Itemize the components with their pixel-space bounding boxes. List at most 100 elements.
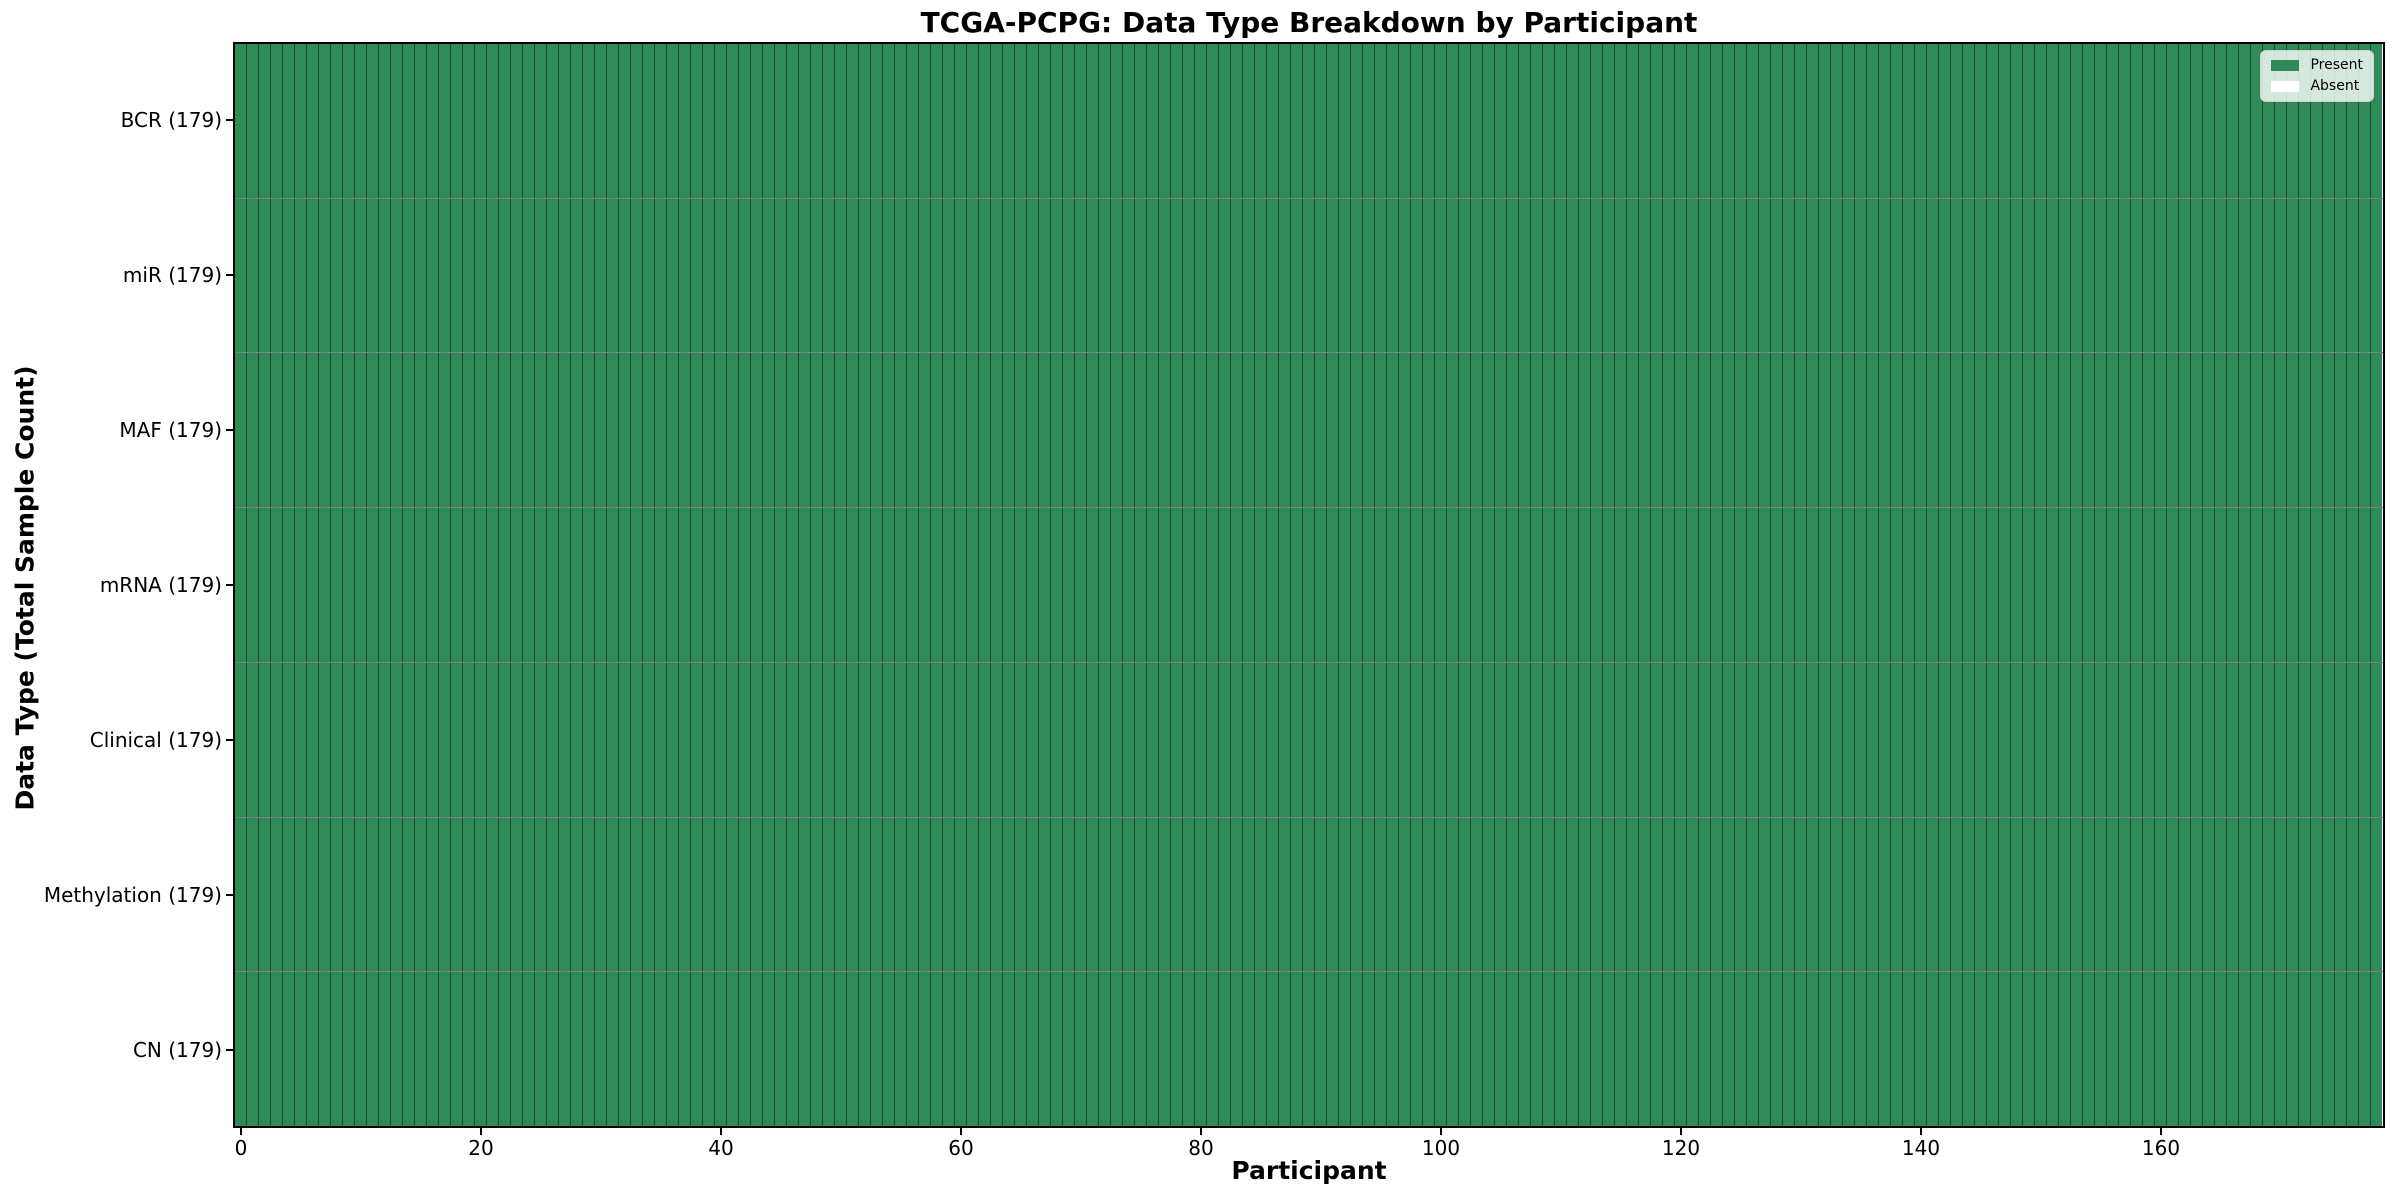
heatmap-cell [1495,662,1507,817]
heatmap-cell [1471,662,1483,817]
heatmap-cell [307,972,319,1127]
heatmap-cell [787,44,799,198]
heatmap-cell [1099,198,1111,353]
heatmap-cell [1339,662,1351,817]
heatmap-cell [2215,353,2227,508]
heatmap-cell [1183,44,1195,198]
heatmap-cell [2191,817,2203,972]
heatmap-cell [1087,662,1099,817]
heatmap-cell [1135,44,1147,198]
heatmap-cell [2107,198,2119,353]
heatmap-cell [2251,198,2263,353]
heatmap-cell [907,198,919,353]
heatmap-cell [2287,353,2299,508]
heatmap-cell [1927,817,1939,972]
heatmap-cell [1543,972,1555,1127]
heatmap-cell [1651,508,1663,662]
heatmap-cell [1075,508,1087,662]
heatmap-cell [1099,817,1111,972]
heatmap-cell [1807,817,1819,972]
heatmap-cell [1447,198,1459,353]
heatmap-cell [1711,198,1723,353]
heatmap-cell [1363,508,1375,662]
heatmap-cell [2059,198,2071,353]
heatmap-cell [1759,817,1771,972]
heatmap-cell [2059,353,2071,508]
heatmap-cell [271,972,283,1127]
heatmap-cell [871,817,883,972]
heatmap-cell [2047,353,2059,508]
heatmap-cell [1915,508,1927,662]
heatmap-cell [1795,44,1807,198]
heatmap-cell [2359,817,2371,972]
heatmap-cell [463,198,475,353]
heatmap-cell [1615,198,1627,353]
heatmap-cell [1231,353,1243,508]
heatmap-cell [1519,817,1531,972]
heatmap-cell [571,353,583,508]
heatmap-cell [991,353,1003,508]
heatmap-cell [1051,817,1063,972]
heatmap-cell [2023,353,2035,508]
heatmap-cell [271,353,283,508]
heatmap-cell [2011,44,2023,198]
heatmap-cell [1915,353,1927,508]
heatmap-cell [1483,44,1495,198]
heatmap-cell [1363,44,1375,198]
heatmap-cell [1903,662,1915,817]
heatmap-cell [391,198,403,353]
heatmap-cell [2227,44,2239,198]
heatmap-cell [1603,198,1615,353]
heatmap-cell [439,662,451,817]
heatmap-cell [1747,817,1759,972]
heatmap-cell [2347,817,2359,972]
heatmap-cell [2047,44,2059,198]
heatmap-cell [1819,662,1831,817]
heatmap-cell [871,44,883,198]
heatmap-cell [799,508,811,662]
heatmap-cell [1435,198,1447,353]
heatmap-cell [343,44,355,198]
heatmap-cell [2359,198,2371,353]
heatmap-row [235,353,2383,509]
heatmap-cell [1999,817,2011,972]
heatmap-cell [1507,817,1519,972]
heatmap-cell [331,353,343,508]
y-tick-mark [226,118,233,121]
heatmap-cell [1879,198,1891,353]
heatmap-cell [967,972,979,1127]
heatmap-cell [1327,662,1339,817]
heatmap-cell [1087,44,1099,198]
heatmap-cell [1135,508,1147,662]
heatmap-cell [2275,662,2287,817]
heatmap-cell [2191,508,2203,662]
heatmap-cell [535,44,547,198]
heatmap-cell [655,353,667,508]
heatmap-cell [2143,353,2155,508]
heatmap-cell [1891,817,1903,972]
heatmap-cell [1195,972,1207,1127]
heatmap-cell [1063,508,1075,662]
heatmap-cell [1291,353,1303,508]
heatmap-cell [487,353,499,508]
heatmap-cell [1867,44,1879,198]
heatmap-cell [2203,508,2215,662]
heatmap-cell [1639,198,1651,353]
heatmap-cell [331,44,343,198]
heatmap-cell [703,198,715,353]
heatmap-cell [631,44,643,198]
heatmap-cell [1951,508,1963,662]
heatmap-cell [1651,662,1663,817]
heatmap-cell [319,508,331,662]
heatmap-cell [2347,508,2359,662]
heatmap-cell [1795,662,1807,817]
heatmap-cell [1519,662,1531,817]
heatmap-cell [295,817,307,972]
heatmap-cell [2335,817,2347,972]
heatmap-cell [1675,662,1687,817]
heatmap-cell [1591,44,1603,198]
heatmap-cell [2167,662,2179,817]
heatmap-cell [715,44,727,198]
heatmap-cell [2203,972,2215,1127]
heatmap-cell [331,508,343,662]
